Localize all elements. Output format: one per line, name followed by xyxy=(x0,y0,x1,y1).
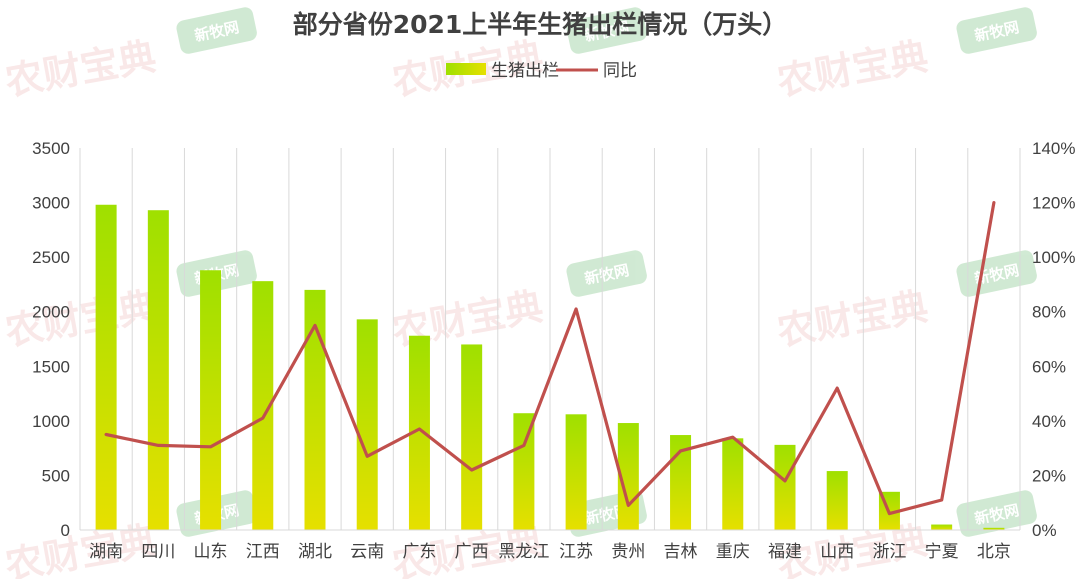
yoy-point-北京 xyxy=(992,201,996,204)
y-right-tick: 80% xyxy=(1032,303,1066,322)
bar-山西 xyxy=(826,471,848,530)
watermark-badge: 新牧网 xyxy=(176,7,257,54)
watermark-badge-bg xyxy=(956,7,1037,54)
yoy-point-四川 xyxy=(157,444,160,447)
category-label: 浙江 xyxy=(872,542,906,562)
watermark-badge: 新牧网 xyxy=(956,7,1037,54)
category-label: 福建 xyxy=(768,542,802,562)
y-left-tick: 1000 xyxy=(32,412,70,431)
legend-swatch-bar xyxy=(446,63,486,75)
category-labels: 湖南 四川 山东 江西 湖北 云南 广东 广西 黑龙江 江苏 贵州 吉林 重庆 福建 山西 浙江 宁夏 北京 xyxy=(89,542,1011,562)
watermark-badge-bg xyxy=(566,7,647,54)
watermark-text: 农财宝典 xyxy=(2,518,159,579)
bar-重庆 xyxy=(722,438,744,530)
watermark-badge: 新牧网 xyxy=(956,250,1037,297)
y-right-tick: 100% xyxy=(1032,248,1075,267)
bar-贵州 xyxy=(617,423,639,530)
yoy-point-广东 xyxy=(418,427,421,431)
bar-四川 xyxy=(147,210,169,530)
y-right-tick: 20% xyxy=(1032,466,1066,485)
category-label: 江西 xyxy=(246,542,280,562)
y-left-tick: 500 xyxy=(42,466,70,485)
yoy-point-重庆 xyxy=(731,436,734,439)
y-right-tick: 140% xyxy=(1032,139,1075,158)
category-label: 贵州 xyxy=(611,542,645,562)
category-label: 广西 xyxy=(455,542,489,562)
chart-title: 部分省份2021上半年生猪出栏情况（万头） xyxy=(293,10,788,39)
legend-label-line: 同比 xyxy=(603,61,637,81)
y-axis-right: 0% 20% 40% 60% 80% 100% 120% 140% xyxy=(1032,139,1075,540)
watermark-badge: 新牧网 xyxy=(566,250,647,297)
line-series xyxy=(104,201,996,516)
yoy-point-山西 xyxy=(836,386,839,390)
yoy-point-云南 xyxy=(366,455,369,458)
legend: 生猪出栏 同比 xyxy=(446,61,637,81)
yoy-point-宁夏 xyxy=(940,498,943,502)
yoy-point-江苏 xyxy=(574,307,578,311)
bar-北京 xyxy=(983,527,1005,530)
y-left-tick: 3500 xyxy=(32,139,70,158)
watermark-text: 农财宝典 xyxy=(2,284,159,354)
yoy-point-山东 xyxy=(209,445,212,448)
y-left-tick: 2000 xyxy=(32,303,70,322)
bar-黑龙江 xyxy=(513,413,535,530)
yoy-point-江西 xyxy=(261,416,264,420)
watermark-badge-bg xyxy=(566,250,647,297)
category-label: 山东 xyxy=(194,542,228,562)
category-label: 黑龙江 xyxy=(498,542,549,562)
yoy-point-广西 xyxy=(470,468,473,472)
category-label: 云南 xyxy=(350,542,384,562)
bar-湖北 xyxy=(304,289,326,530)
bar-云南 xyxy=(356,319,378,530)
watermark-badge: 新牧网 xyxy=(956,490,1037,537)
y-axis-left: 0 500 1000 1500 2000 2500 3000 3500 xyxy=(32,139,70,540)
category-label: 吉林 xyxy=(664,542,698,562)
bar-吉林 xyxy=(670,435,692,530)
watermark-text: 农财宝典 xyxy=(774,284,931,354)
watermark-text: 农财宝典 xyxy=(774,34,931,104)
yoy-point-贵州 xyxy=(627,504,630,507)
bar-山东 xyxy=(200,270,222,530)
y-right-tick: 0% xyxy=(1032,521,1057,540)
watermark-badge-bg xyxy=(956,250,1037,297)
watermark-text: 农财宝典 xyxy=(2,34,159,104)
category-label: 宁夏 xyxy=(925,542,959,562)
y-right-tick: 40% xyxy=(1032,412,1066,431)
category-label: 重庆 xyxy=(716,542,750,562)
bar-湖南 xyxy=(95,204,117,531)
category-label: 湖北 xyxy=(298,542,332,562)
y-right-tick: 120% xyxy=(1032,194,1075,213)
category-label: 湖南 xyxy=(89,542,123,562)
bar-广西 xyxy=(461,344,483,530)
category-label: 广东 xyxy=(402,542,436,562)
grid xyxy=(79,148,1021,530)
yoy-point-浙江 xyxy=(888,512,891,515)
legend-label-bar: 生猪出栏 xyxy=(491,61,559,81)
yoy-point-吉林 xyxy=(679,449,682,453)
watermark-badge-bg xyxy=(956,490,1037,537)
yoy-line xyxy=(104,201,996,516)
category-label: 北京 xyxy=(977,542,1011,562)
bar-江西 xyxy=(252,281,274,530)
yoy-point-湖北 xyxy=(313,324,317,327)
category-label: 四川 xyxy=(141,542,175,562)
watermark-badge-bg xyxy=(176,7,257,54)
bar-广东 xyxy=(408,335,430,530)
yoy-point-黑龙江 xyxy=(522,444,526,447)
bar-福建 xyxy=(774,444,796,530)
yoy-point-福建 xyxy=(783,479,787,483)
y-left-tick: 1500 xyxy=(32,357,70,376)
category-label: 江苏 xyxy=(559,542,593,562)
bar-江苏 xyxy=(565,414,587,530)
category-label: 山西 xyxy=(820,542,854,562)
yoy-point-湖南 xyxy=(104,433,108,436)
y-left-tick: 2500 xyxy=(32,248,70,267)
bar-宁夏 xyxy=(931,524,953,530)
y-left-tick: 0 xyxy=(61,521,70,540)
y-right-tick: 60% xyxy=(1032,357,1066,376)
y-left-tick: 3000 xyxy=(32,194,70,213)
watermark-badge: 新牧网 xyxy=(566,7,647,54)
